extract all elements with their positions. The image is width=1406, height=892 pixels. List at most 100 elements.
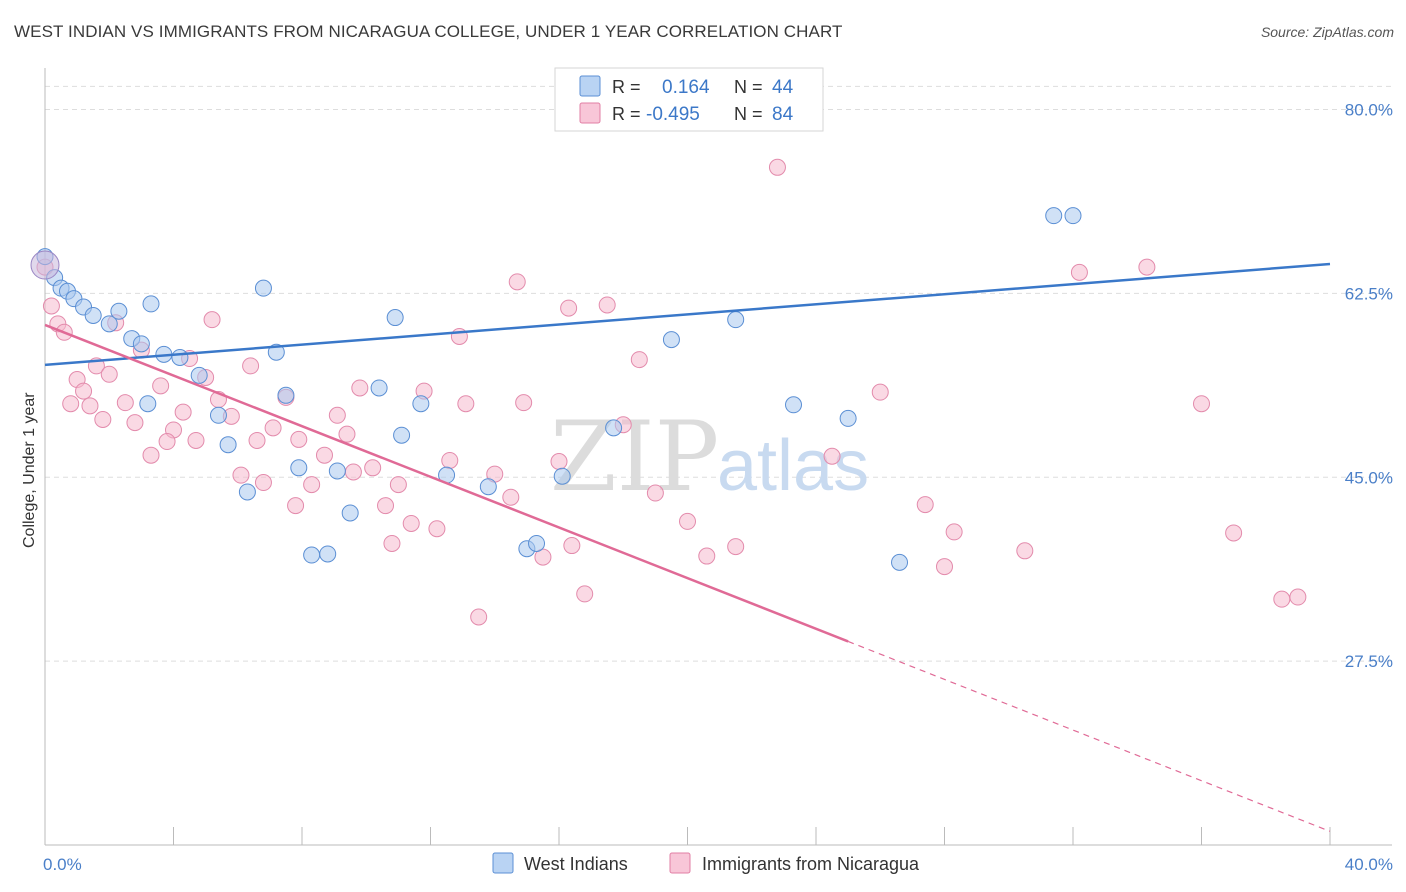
nicaragua-point <box>502 488 520 506</box>
nicaragua-trend-line <box>44 323 849 643</box>
legend-n-label: N = <box>734 104 763 124</box>
nicaragua-point <box>871 383 889 401</box>
west-indians-point <box>132 335 150 353</box>
y-axis-label: College, Under 1 year <box>21 392 38 548</box>
nicaragua-point <box>402 514 420 532</box>
series-west-indians <box>30 207 1082 571</box>
nicaragua-point <box>187 431 205 449</box>
nicaragua-point <box>264 419 282 437</box>
nicaragua-point <box>1225 524 1243 542</box>
west-indians-point <box>139 395 157 413</box>
nicaragua-point <box>550 453 568 470</box>
nicaragua-point <box>560 299 578 317</box>
nicaragua-point <box>630 351 648 369</box>
nicaragua-point <box>1138 258 1156 276</box>
west-indians-point <box>110 302 128 320</box>
chart-title: WEST INDIAN VS IMMIGRANTS FROM NICARAGUA… <box>14 22 843 41</box>
nicaragua-point <box>679 512 696 530</box>
west-indians-point <box>605 419 623 437</box>
nicaragua-point <box>232 466 250 484</box>
nicaragua-point <box>936 558 953 576</box>
west-indians-point <box>319 545 337 563</box>
legend-n-value: 44 <box>772 77 794 98</box>
legend-swatch-west-indians <box>492 852 514 874</box>
nicaragua-point <box>470 608 488 626</box>
west-indians-point <box>370 379 388 397</box>
legend-label-west-indians: West Indians <box>524 854 628 874</box>
y-tick-label: 27.5% <box>1345 652 1393 671</box>
legend-r-value: -0.495 <box>646 104 700 125</box>
nicaragua-point <box>290 430 308 448</box>
nicaragua-point <box>158 433 176 451</box>
nicaragua-point <box>116 394 134 412</box>
axes <box>44 68 1392 846</box>
west-indians-point <box>528 534 546 552</box>
nicaragua-point <box>646 484 664 502</box>
trend-lines <box>44 262 1331 832</box>
nicaragua-point <box>242 357 260 375</box>
y-tick-label: 80.0% <box>1345 101 1393 120</box>
legend-r-value: 0.164 <box>662 77 710 98</box>
legend-n-value: 84 <box>772 104 794 125</box>
watermark-atlas: atlas <box>717 426 869 506</box>
west-indians-point <box>142 295 160 313</box>
legend-label-nicaragua: Immigrants from Nicaragua <box>702 854 920 874</box>
nicaragua-point <box>315 446 333 464</box>
nicaragua-point <box>248 431 266 449</box>
nicaragua-point <box>254 474 272 492</box>
nicaragua-point <box>174 403 192 421</box>
nicaragua-point <box>534 548 552 566</box>
nicaragua-point <box>351 379 369 397</box>
x-tick-labels: 0.0% 40.0% <box>43 855 1393 874</box>
west-indians-trend-line <box>44 262 1331 367</box>
nicaragua-point <box>1289 588 1307 606</box>
watermark: ZIP atlas <box>550 401 869 513</box>
nicaragua-point <box>100 365 118 383</box>
y-tick-labels: 27.5% 45.0% 62.5% 80.0% <box>1345 101 1393 672</box>
nicaragua-point <box>338 425 356 443</box>
nicaragua-trend-extension <box>847 640 1331 832</box>
y-tick-label: 62.5% <box>1345 284 1393 303</box>
west-indians-point <box>839 409 857 427</box>
nicaragua-point <box>515 394 533 412</box>
legend-n-label: N = <box>734 77 763 97</box>
nicaragua-point <box>576 585 594 603</box>
west-indians-point <box>785 396 803 414</box>
series-nicaragua <box>36 158 1307 626</box>
nicaragua-point <box>287 497 305 515</box>
watermark-zip: ZIP <box>550 401 719 513</box>
west-indians-point <box>1045 207 1063 225</box>
west-indians-point <box>386 309 404 327</box>
grid-lines <box>45 85 1392 662</box>
nicaragua-point <box>698 547 716 565</box>
nicaragua-point <box>768 158 786 176</box>
nicaragua-point <box>916 496 934 514</box>
west-indians-point <box>84 306 102 324</box>
west-indians-point <box>190 366 208 384</box>
nicaragua-point <box>142 446 160 464</box>
nicaragua-point <box>383 534 401 552</box>
source-credit: Source: ZipAtlas.com <box>1260 24 1394 40</box>
nicaragua-point <box>945 523 963 541</box>
nicaragua-point <box>598 296 616 314</box>
nicaragua-point <box>389 476 407 494</box>
west-indians-point <box>303 546 321 564</box>
west-indians-point <box>1064 207 1082 225</box>
west-indians-point <box>328 462 346 480</box>
x-tick-label: 0.0% <box>43 855 82 874</box>
nicaragua-point <box>441 451 459 469</box>
nicaragua-point <box>377 497 395 515</box>
west-indians-point <box>100 315 118 333</box>
nicaragua-point <box>364 459 382 477</box>
y-tick-label: 45.0% <box>1345 468 1393 487</box>
nicaragua-point <box>428 520 446 538</box>
nicaragua-point <box>344 463 362 481</box>
nicaragua-point <box>152 377 170 395</box>
nicaragua-point <box>1273 590 1291 608</box>
nicaragua-point <box>75 382 93 400</box>
nicaragua-point <box>823 447 841 465</box>
west-indians-point <box>209 406 227 424</box>
west-indians-point <box>412 395 430 413</box>
nicaragua-point <box>203 311 221 329</box>
